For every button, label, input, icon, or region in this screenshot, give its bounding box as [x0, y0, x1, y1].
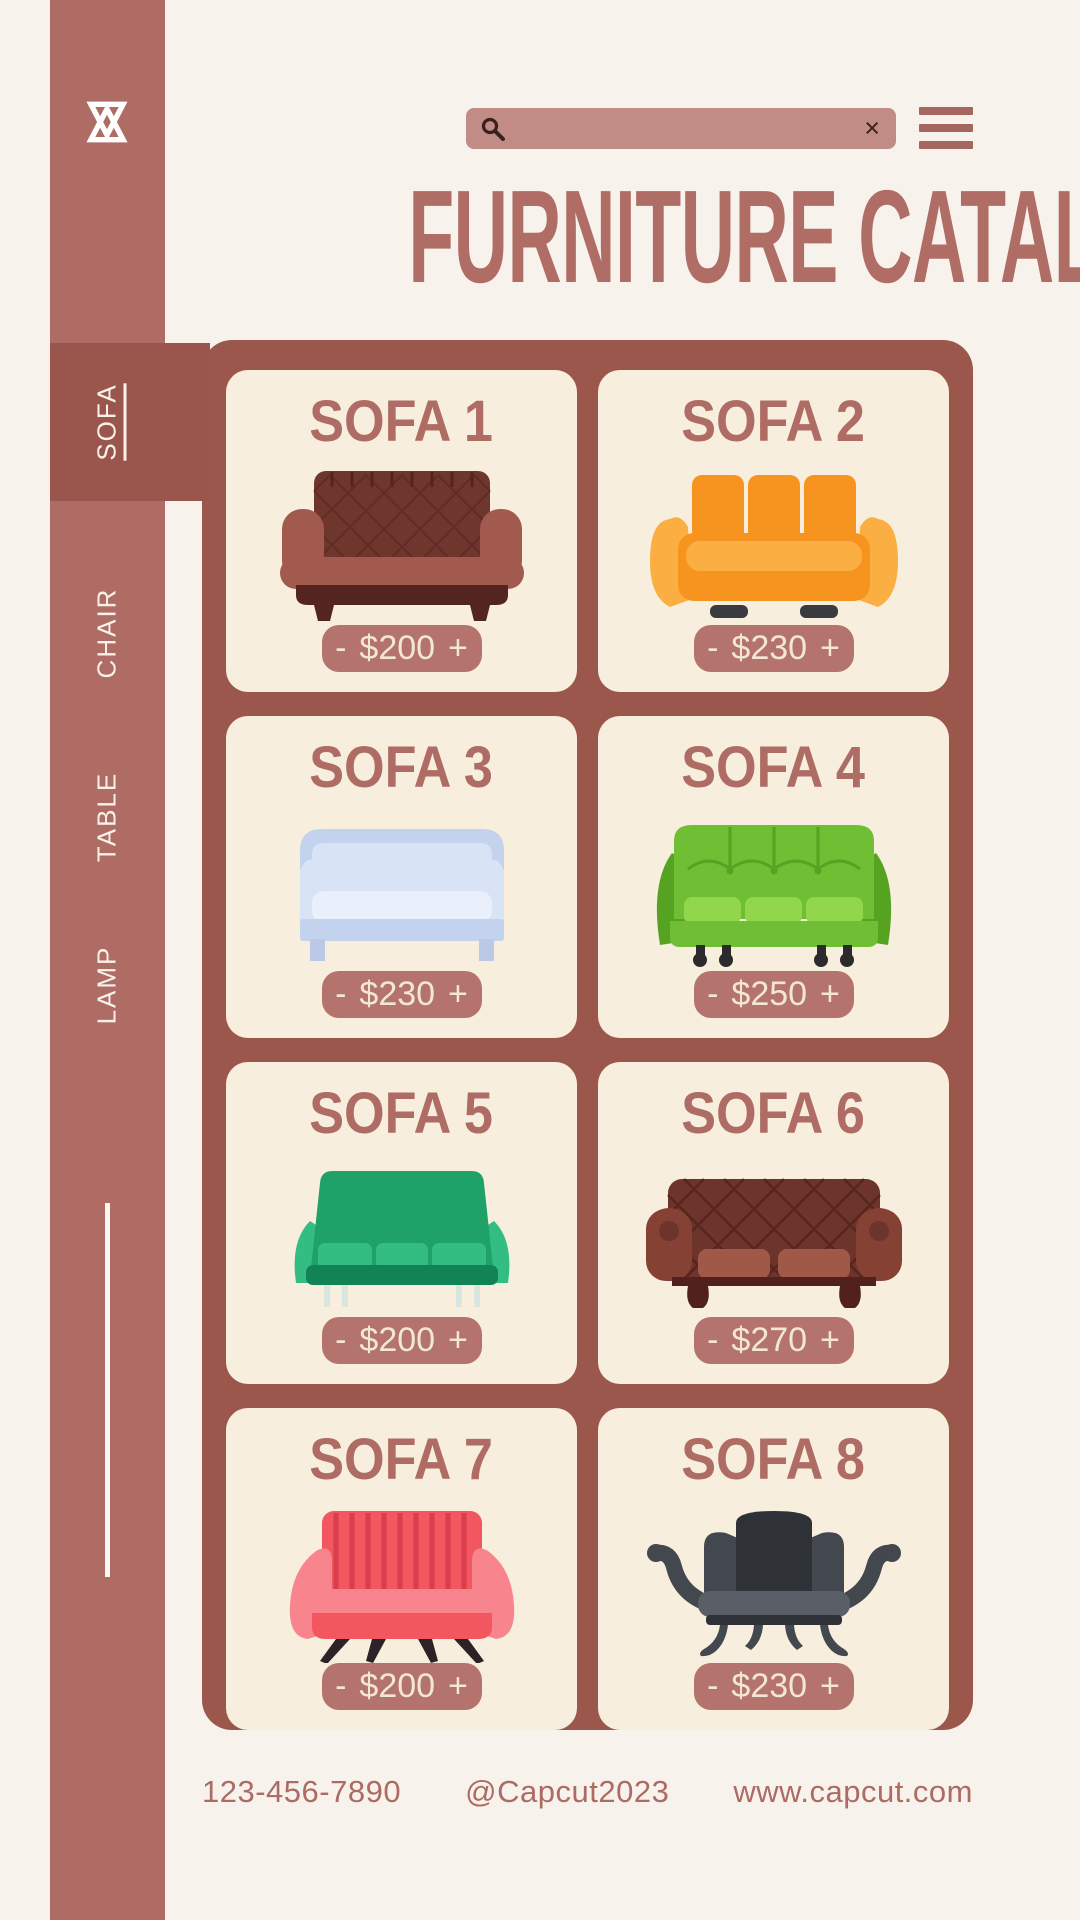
- price-stepper: - $200 +: [321, 1662, 482, 1710]
- decrease-button[interactable]: -: [335, 975, 347, 1014]
- product-card-sofa-2[interactable]: SOFA 2 - $230 +: [598, 370, 949, 692]
- sofa-5-illustration: [252, 1157, 552, 1317]
- sidebar: [50, 0, 165, 1920]
- hamburger-icon: [919, 107, 973, 115]
- product-card-sofa-7[interactable]: SOFA 7 - $200 +: [226, 1407, 577, 1730]
- sofa-2-illustration: [624, 465, 924, 625]
- search-icon: [481, 117, 505, 141]
- product-title: SOFA 1: [309, 389, 494, 454]
- product-title: SOFA 8: [681, 1426, 866, 1492]
- increase-button[interactable]: +: [820, 1667, 840, 1706]
- clear-search-button[interactable]: ×: [864, 113, 880, 143]
- increase-button[interactable]: +: [820, 975, 840, 1014]
- product-card-sofa-1[interactable]: SOFA 1 - $200 +: [226, 370, 577, 692]
- price-label: $200: [359, 628, 436, 667]
- footer-phone: 123-456-7890: [202, 1774, 402, 1809]
- sidebar-tab-sofa[interactable]: SOFA: [50, 343, 210, 501]
- page-title: FURNITURE CATALOG: [408, 163, 1080, 310]
- product-title: SOFA 5: [309, 1080, 494, 1146]
- price-stepper: - $200 +: [321, 624, 482, 672]
- price-stepper: - $230 +: [693, 1662, 854, 1710]
- decrease-button[interactable]: -: [707, 629, 719, 668]
- increase-button[interactable]: +: [448, 1667, 468, 1706]
- decrease-button[interactable]: -: [335, 1667, 347, 1706]
- footer-website: www.capcut.com: [733, 1774, 973, 1809]
- product-title: SOFA 3: [309, 734, 494, 800]
- decrease-button[interactable]: -: [707, 1667, 719, 1706]
- price-stepper: - $230 +: [321, 970, 482, 1018]
- capcut-logo-icon: [85, 99, 129, 145]
- sofa-6-illustration: [624, 1157, 924, 1317]
- increase-button[interactable]: +: [448, 1321, 468, 1360]
- price-stepper: - $270 +: [693, 1316, 854, 1364]
- sofa-1-illustration: [252, 465, 552, 625]
- product-title: SOFA 4: [681, 734, 866, 800]
- product-card-sofa-8[interactable]: SOFA 8 - $230 +: [598, 1407, 949, 1730]
- product-card-sofa-5[interactable]: SOFA 5 - $200: [226, 1061, 577, 1384]
- product-title: SOFA 2: [681, 389, 866, 454]
- sofa-4-illustration: [624, 811, 924, 971]
- price-label: $270: [731, 1320, 808, 1359]
- sofa-8-illustration: [624, 1503, 924, 1663]
- footer: 123-456-7890 @Capcut2023 www.capcut.com: [202, 1774, 973, 1810]
- sidebar-tab-table[interactable]: TABLE: [91, 771, 122, 863]
- sidebar-tab-sofa-label[interactable]: SOFA: [91, 383, 122, 461]
- product-title: SOFA 7: [309, 1426, 494, 1492]
- decrease-button[interactable]: -: [335, 629, 347, 668]
- decrease-button[interactable]: -: [335, 1321, 347, 1360]
- product-card-sofa-6[interactable]: SOFA 6 - $270 +: [598, 1061, 949, 1384]
- increase-button[interactable]: +: [448, 975, 468, 1014]
- price-label: $230: [731, 628, 808, 667]
- price-label: $200: [359, 1666, 436, 1705]
- search-input[interactable]: [516, 114, 863, 143]
- sidebar-divider-line: [105, 1203, 110, 1577]
- catalog-grid: SOFA 1 - $200 + SOFA: [202, 340, 973, 1730]
- product-card-sofa-4[interactable]: SOFA 4: [598, 715, 949, 1038]
- sidebar-tab-lamp[interactable]: LAMP: [91, 945, 122, 1025]
- sofa-3-illustration: [252, 811, 552, 971]
- price-stepper: - $230 +: [693, 624, 854, 672]
- price-stepper: - $250 +: [693, 970, 854, 1018]
- product-card-sofa-3[interactable]: SOFA 3 - $230 +: [226, 715, 577, 1038]
- decrease-button[interactable]: -: [707, 975, 719, 1014]
- price-label: $230: [359, 974, 436, 1013]
- increase-button[interactable]: +: [820, 1321, 840, 1360]
- sidebar-tab-chair[interactable]: CHAIR: [91, 587, 122, 679]
- increase-button[interactable]: +: [448, 629, 468, 668]
- price-label: $250: [731, 974, 808, 1013]
- footer-handle: @Capcut2023: [465, 1774, 670, 1809]
- search-bar[interactable]: ×: [466, 108, 896, 149]
- price-label: $200: [359, 1320, 436, 1359]
- price-stepper: - $200 +: [321, 1316, 482, 1364]
- product-title: SOFA 6: [681, 1080, 866, 1146]
- decrease-button[interactable]: -: [707, 1321, 719, 1360]
- sofa-7-illustration: [252, 1503, 552, 1664]
- hamburger-menu-button[interactable]: [919, 107, 973, 149]
- price-label: $230: [731, 1666, 808, 1705]
- increase-button[interactable]: +: [820, 629, 840, 668]
